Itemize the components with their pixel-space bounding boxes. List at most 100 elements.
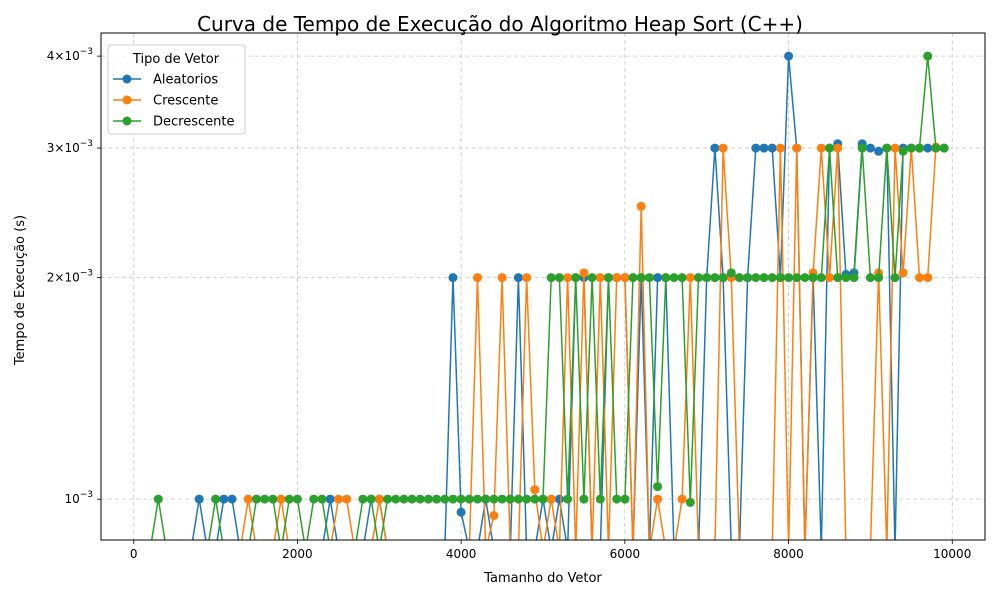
data-point bbox=[898, 268, 908, 278]
legend-marker bbox=[122, 116, 132, 126]
data-point bbox=[841, 273, 851, 283]
data-point bbox=[923, 51, 933, 61]
data-point bbox=[849, 273, 859, 283]
x-tick-label: 6000 bbox=[610, 547, 641, 561]
x-tick-label: 10000 bbox=[933, 547, 971, 561]
data-point bbox=[882, 143, 892, 153]
data-point bbox=[751, 143, 761, 153]
data-point bbox=[489, 511, 499, 520]
x-tick-label: 0 bbox=[130, 547, 138, 561]
x-tick-label: 4000 bbox=[446, 547, 477, 561]
data-point bbox=[399, 494, 409, 504]
data-point bbox=[497, 273, 507, 283]
data-point bbox=[276, 494, 286, 504]
data-point bbox=[890, 143, 900, 153]
data-point bbox=[923, 143, 933, 153]
x-axis-ticks: 0 2000 4000 6000 8000 10000 bbox=[130, 540, 971, 561]
y-axis-ticks: 10−3 2×10−3 3×10−3 4×10−3 bbox=[47, 47, 101, 506]
legend-entry-decrescente: Decrescente bbox=[113, 115, 234, 130]
data-point bbox=[522, 494, 532, 504]
data-point bbox=[530, 494, 540, 504]
data-point bbox=[383, 494, 392, 504]
data-point bbox=[579, 494, 589, 504]
data-point bbox=[505, 494, 515, 504]
data-point bbox=[473, 494, 482, 504]
data-point bbox=[219, 494, 229, 504]
series-decrescente bbox=[150, 51, 949, 540]
data-point bbox=[734, 273, 744, 283]
data-point bbox=[620, 273, 630, 283]
data-point bbox=[481, 494, 491, 504]
data-point bbox=[898, 146, 908, 156]
data-point bbox=[653, 273, 663, 283]
legend-entry-crescente: Crescente bbox=[113, 94, 218, 109]
data-point bbox=[710, 273, 720, 283]
data-point bbox=[604, 273, 613, 283]
x-tick-label: 8000 bbox=[773, 547, 804, 561]
data-point bbox=[546, 494, 556, 504]
data-point bbox=[563, 273, 573, 283]
data-point bbox=[620, 494, 630, 504]
y-tick-label: 2×10−3 bbox=[47, 269, 93, 285]
data-point bbox=[669, 273, 679, 283]
legend-label: Aleatorios bbox=[153, 73, 218, 88]
x-tick-label: 2000 bbox=[282, 547, 313, 561]
data-point bbox=[284, 494, 294, 504]
data-point bbox=[252, 494, 261, 504]
legend-title: Tipo de Vetor bbox=[132, 52, 220, 67]
legend-marker bbox=[122, 74, 132, 84]
data-point bbox=[456, 507, 466, 517]
data-point bbox=[448, 494, 458, 504]
data-point bbox=[317, 494, 327, 504]
data-point bbox=[939, 143, 949, 153]
data-point bbox=[653, 494, 663, 504]
data-point bbox=[931, 143, 941, 153]
data-point bbox=[595, 273, 605, 283]
data-point bbox=[538, 494, 548, 504]
data-point bbox=[694, 273, 703, 283]
data-point bbox=[554, 494, 564, 504]
data-point bbox=[448, 273, 458, 283]
data-point bbox=[751, 273, 761, 283]
data-point bbox=[342, 494, 352, 504]
data-point bbox=[554, 273, 564, 283]
data-point bbox=[194, 494, 204, 504]
data-point bbox=[440, 494, 450, 504]
data-point bbox=[260, 494, 270, 504]
data-point bbox=[726, 268, 736, 278]
data-point bbox=[833, 143, 843, 153]
data-point bbox=[743, 273, 753, 283]
data-point bbox=[906, 143, 916, 153]
data-point bbox=[800, 273, 810, 283]
data-point bbox=[865, 143, 875, 153]
data-point bbox=[612, 494, 622, 504]
data-point bbox=[923, 273, 933, 283]
data-point bbox=[775, 143, 785, 153]
y-tick-label: 4×10−3 bbox=[47, 47, 93, 63]
data-point bbox=[456, 494, 466, 504]
data-point bbox=[268, 494, 278, 504]
data-point bbox=[702, 273, 712, 283]
data-point bbox=[292, 494, 302, 504]
x-axis-label: Tamanho do Vetor bbox=[483, 571, 602, 586]
y-tick-label: 3×10−3 bbox=[47, 139, 93, 155]
data-point bbox=[767, 273, 777, 283]
data-point bbox=[489, 494, 499, 504]
data-point bbox=[685, 497, 695, 507]
data-point bbox=[890, 273, 900, 283]
data-point bbox=[816, 143, 826, 153]
data-point bbox=[915, 273, 924, 283]
data-point bbox=[309, 494, 319, 504]
data-point bbox=[915, 143, 924, 153]
legend-entries: Aleatorios Crescente Decrescente bbox=[113, 73, 234, 130]
data-point bbox=[792, 143, 802, 153]
y-tick-label: 10−3 bbox=[64, 490, 93, 506]
data-point bbox=[784, 51, 794, 61]
data-point bbox=[423, 494, 433, 504]
data-point bbox=[636, 201, 646, 211]
series-layer bbox=[150, 51, 949, 540]
legend-label: Decrescente bbox=[153, 115, 234, 130]
data-point bbox=[333, 494, 343, 504]
data-point bbox=[415, 494, 425, 504]
